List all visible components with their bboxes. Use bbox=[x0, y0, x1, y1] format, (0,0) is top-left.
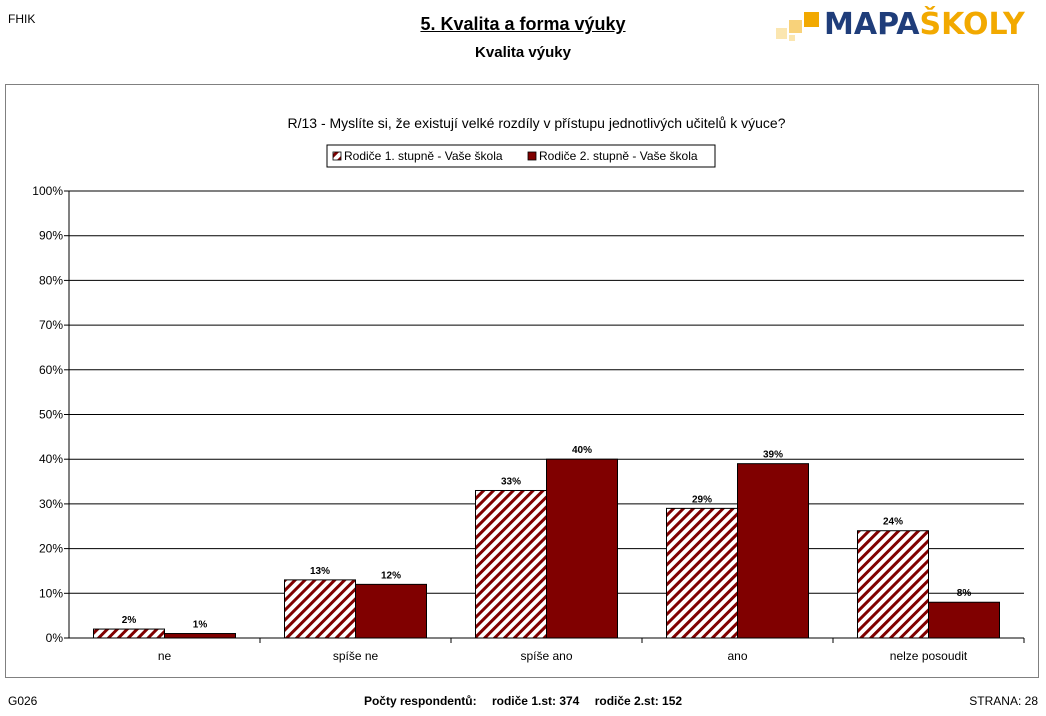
legend-label-2: Rodiče 2. stupně - Vaše škola bbox=[539, 149, 698, 163]
data-label: 8% bbox=[957, 588, 972, 599]
bar-series2-3 bbox=[737, 463, 809, 639]
logo-text: MAPAŠKOLY bbox=[824, 8, 1025, 42]
bar-series1-0 bbox=[93, 628, 165, 639]
y-tick-label: 100% bbox=[32, 184, 63, 198]
data-label: 29% bbox=[692, 494, 712, 505]
legend-swatch-1 bbox=[332, 151, 342, 161]
bar-series2-1 bbox=[355, 583, 427, 639]
y-tick-label: 40% bbox=[39, 452, 63, 466]
data-label: 40% bbox=[572, 445, 592, 456]
bar-series1-1 bbox=[284, 579, 356, 639]
y-tick-label: 90% bbox=[39, 229, 63, 243]
bar-series1-2 bbox=[475, 489, 547, 639]
respondents-counts: Počty respondentů: rodiče 1.st: 374 rodi… bbox=[0, 694, 1046, 708]
page-title: 5. Kvalita a forma výuky bbox=[420, 14, 626, 34]
y-tick-label: 10% bbox=[39, 586, 63, 600]
y-tick-label: 50% bbox=[39, 408, 63, 422]
page-code: FHIK bbox=[8, 12, 36, 26]
data-label: 24% bbox=[883, 517, 903, 528]
page-number: STRANA: 28 bbox=[969, 694, 1038, 708]
chart-frame: R/13 - Myslíte si, že existují velké roz… bbox=[5, 84, 1039, 678]
data-label: 12% bbox=[381, 570, 401, 581]
data-label: 13% bbox=[310, 566, 330, 577]
data-label: 2% bbox=[122, 615, 137, 626]
y-tick-label: 30% bbox=[39, 497, 63, 511]
legend-swatch-2 bbox=[527, 151, 537, 161]
page-subtitle: Kvalita výuky bbox=[475, 44, 571, 61]
logo: MAPAŠKOLY bbox=[776, 8, 1025, 42]
y-tick-label: 20% bbox=[39, 542, 63, 556]
logo-text-part2: ŠKOLY bbox=[919, 7, 1025, 42]
page-id: G026 bbox=[8, 694, 38, 708]
bar-series2-2 bbox=[546, 458, 618, 639]
bar-series2-4 bbox=[928, 601, 1000, 639]
x-tick-label: spíše ne bbox=[333, 649, 379, 663]
data-label: 39% bbox=[763, 450, 783, 461]
y-tick-label: 60% bbox=[39, 363, 63, 377]
logo-mark-icon bbox=[776, 8, 824, 42]
bar-series1-3 bbox=[666, 507, 738, 639]
respondents-group-1: rodiče 1.st: 374 bbox=[491, 694, 580, 708]
bar-series2-0 bbox=[164, 633, 236, 639]
legend-label-1: Rodiče 1. stupně - Vaše škola bbox=[344, 149, 503, 163]
x-tick-label: ano bbox=[727, 649, 747, 663]
y-tick-label: 70% bbox=[39, 318, 63, 332]
x-tick-label: nelze posoudit bbox=[890, 649, 968, 663]
chart-title: R/13 - Myslíte si, že existují velké roz… bbox=[288, 115, 786, 131]
bar-series1-4 bbox=[857, 530, 929, 639]
legend-box bbox=[326, 144, 716, 168]
logo-text-part1: MAPA bbox=[824, 7, 920, 42]
data-label: 1% bbox=[193, 620, 208, 631]
y-tick-label: 0% bbox=[46, 631, 64, 645]
respondents-group-2: rodiče 2.st: 152 bbox=[594, 694, 683, 708]
y-tick-label: 80% bbox=[39, 273, 63, 287]
x-tick-label: spíše ano bbox=[520, 649, 572, 663]
bar-chart: R/13 - Myslíte si, že existují velké roz… bbox=[32, 115, 1025, 663]
x-tick-label: ne bbox=[158, 649, 172, 663]
data-label: 33% bbox=[501, 476, 521, 487]
respondents-label: Počty respondentů: bbox=[363, 694, 477, 708]
